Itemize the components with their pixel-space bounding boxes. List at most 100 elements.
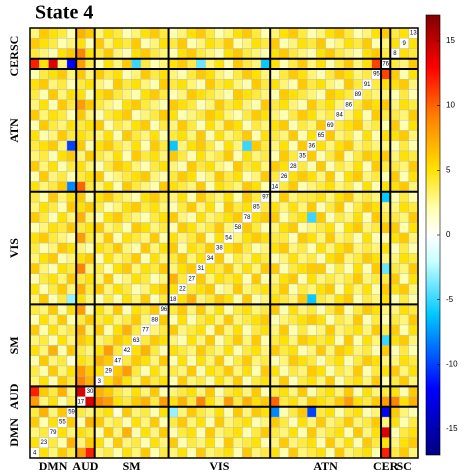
- cell: [103, 160, 114, 172]
- cell: [75, 406, 86, 418]
- cell: [177, 160, 188, 172]
- cell: [94, 253, 105, 264]
- cell: [251, 355, 262, 367]
- cell: [260, 334, 271, 346]
- cell: [297, 324, 308, 336]
- cell: [390, 58, 400, 70]
- cell: [380, 263, 391, 274]
- cell: [75, 119, 86, 131]
- cell: [325, 27, 336, 39]
- cell: [343, 396, 354, 408]
- cell: [242, 345, 252, 356]
- cell: [306, 99, 317, 111]
- cell: [159, 427, 169, 438]
- component-label: 69: [327, 123, 334, 129]
- cell: [196, 355, 206, 367]
- cell: [214, 355, 225, 367]
- cell: [205, 38, 215, 49]
- cell: [362, 201, 373, 213]
- cell: [242, 375, 252, 387]
- cell: [343, 334, 354, 346]
- cell: [269, 201, 280, 213]
- cell: [159, 99, 169, 111]
- cell: [408, 253, 419, 264]
- cell: [251, 48, 262, 59]
- cell: [94, 334, 105, 346]
- cell: [29, 263, 40, 274]
- cell: [362, 140, 373, 152]
- cell: [205, 119, 215, 131]
- cell: [269, 242, 280, 254]
- cell: [371, 130, 382, 141]
- cell: [214, 27, 225, 39]
- cell: [29, 253, 40, 264]
- cell: [408, 396, 419, 408]
- cell: [168, 171, 179, 182]
- cell: [390, 150, 400, 162]
- cell: [288, 78, 299, 90]
- cell: [334, 150, 345, 162]
- cell: [306, 242, 317, 254]
- cell: [94, 447, 105, 459]
- cell: [122, 171, 132, 182]
- cell: [269, 253, 280, 264]
- cell: [390, 447, 400, 459]
- cell: [39, 150, 49, 162]
- cell: [334, 232, 345, 244]
- cell: [306, 232, 317, 244]
- cell: [85, 345, 95, 356]
- cell: [390, 130, 400, 141]
- cell: [260, 242, 271, 254]
- cell: [242, 58, 252, 70]
- cell: [205, 150, 215, 162]
- cell: [131, 150, 142, 162]
- network-label-x: DMN: [39, 459, 68, 473]
- cell: [371, 416, 382, 428]
- cell: [168, 130, 179, 141]
- cell: [112, 242, 123, 254]
- cell: [288, 447, 299, 459]
- cell: [399, 345, 409, 356]
- cell: [408, 181, 419, 193]
- cell: [334, 365, 345, 377]
- cell: [112, 119, 123, 131]
- cell: [380, 27, 391, 39]
- cell: [325, 232, 336, 244]
- cell: [131, 68, 142, 80]
- cell: [353, 27, 363, 39]
- cell: [85, 253, 95, 264]
- cell: [316, 48, 326, 59]
- cell: [196, 171, 206, 182]
- cell: [39, 334, 49, 346]
- cell: [242, 150, 252, 162]
- cell: [371, 263, 382, 274]
- cell: [140, 263, 151, 274]
- cell: [57, 253, 68, 264]
- cell: [103, 355, 114, 367]
- cell: [57, 160, 68, 172]
- cell: [371, 78, 382, 90]
- cell: [380, 78, 391, 90]
- cell: [223, 78, 234, 90]
- cell: [251, 78, 262, 90]
- cell: [408, 191, 419, 203]
- cell: [94, 283, 105, 295]
- cell: [362, 212, 373, 223]
- cell: [316, 293, 326, 305]
- cell: [251, 232, 262, 244]
- cell: [371, 191, 382, 203]
- colorbar-tick-label: 10: [446, 101, 455, 110]
- cell: [122, 48, 132, 59]
- cell: [371, 396, 382, 408]
- cell: [306, 283, 317, 295]
- cell: [223, 191, 234, 203]
- cell: [29, 109, 40, 121]
- cell: [334, 386, 345, 397]
- cell: [325, 48, 336, 59]
- cell: [66, 334, 77, 346]
- cell: [362, 89, 373, 100]
- cell: [140, 355, 151, 367]
- cell: [159, 68, 169, 80]
- cell: [29, 273, 40, 285]
- cell: [140, 242, 151, 254]
